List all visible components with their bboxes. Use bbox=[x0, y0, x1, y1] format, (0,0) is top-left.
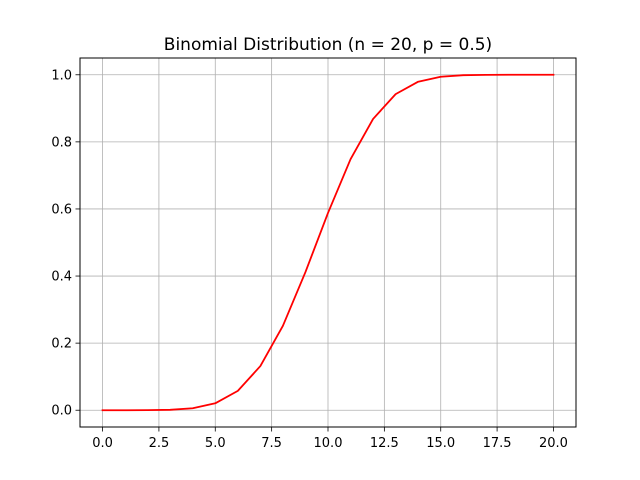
series-layer bbox=[101, 73, 555, 412]
x-tick-label: 20.0 bbox=[539, 436, 568, 451]
x-tick-label: 5.0 bbox=[205, 436, 226, 451]
grid-lines bbox=[80, 58, 576, 427]
x-tick-label: 12.5 bbox=[370, 436, 399, 451]
y-tick-label: 0.4 bbox=[51, 270, 72, 285]
chart-title: Binomial Distribution (n = 20, p = 0.5) bbox=[164, 35, 492, 55]
x-tick-label: 7.5 bbox=[261, 436, 282, 451]
y-tick-label: 1.0 bbox=[51, 68, 72, 83]
y-tick-label: 0.2 bbox=[51, 337, 72, 352]
x-tick-label: 17.5 bbox=[483, 436, 512, 451]
axis-ticks: 0.0 2.5 5.0 7.5 10.0 12.5 15.0 17.5 20.0 0.0 0.2 0.… bbox=[51, 68, 568, 451]
x-tick-label: 2.5 bbox=[149, 436, 170, 451]
x-tick-label: 10.0 bbox=[314, 436, 343, 451]
x-tick-label: 0.0 bbox=[92, 436, 113, 451]
y-tick-label: 0.6 bbox=[51, 202, 72, 217]
y-tick-label: 0.0 bbox=[51, 404, 72, 419]
y-tick-label: 0.8 bbox=[51, 135, 72, 150]
x-tick-label: 15.0 bbox=[426, 436, 455, 451]
series-line bbox=[101, 73, 555, 412]
